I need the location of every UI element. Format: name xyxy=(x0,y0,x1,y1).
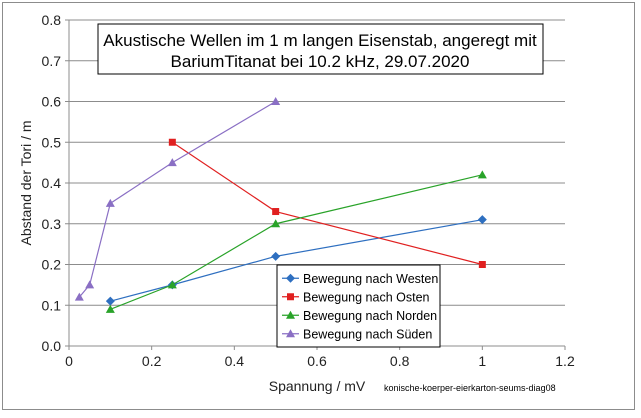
data-point-north xyxy=(477,170,487,179)
data-point-west xyxy=(271,251,281,261)
data-point-west xyxy=(477,215,487,225)
y-tick-label: 0.4 xyxy=(42,175,62,191)
legend-label: Bewegung nach Norden xyxy=(303,309,437,323)
watermark-label: konische-koerper-eierkarton-seums-diag08 xyxy=(384,383,556,393)
y-tick-label: 0.6 xyxy=(42,94,62,110)
series-line-south xyxy=(78,100,276,298)
x-tick-label: 0 xyxy=(65,353,73,369)
chart-title-box: Akustische Wellen im 1 m langen Eisensta… xyxy=(97,23,544,75)
legend-box xyxy=(276,264,441,348)
series-north xyxy=(105,170,487,313)
y-tick-label: 0.2 xyxy=(42,257,62,273)
x-tick-label: 0.6 xyxy=(307,353,327,369)
legend-item-north: Bewegung nach Norden xyxy=(282,309,437,323)
legend-marker xyxy=(286,310,295,319)
series-line-east xyxy=(171,141,483,266)
data-point-south xyxy=(167,158,177,167)
legend-item-east: Bewegung nach Osten xyxy=(282,290,430,304)
data-point-north xyxy=(271,219,281,228)
legend-marker xyxy=(286,273,295,283)
y-tick-label: 0.7 xyxy=(42,53,62,69)
legend-marker xyxy=(287,293,294,301)
data-point-east xyxy=(478,261,486,268)
data-point-south xyxy=(271,97,281,105)
x-tick-label: 1.2 xyxy=(555,353,575,369)
series-south xyxy=(74,97,281,301)
data-point-east xyxy=(168,138,176,146)
x-tick-label: 1 xyxy=(478,353,486,369)
legend-marker xyxy=(286,329,295,338)
y-tick-label: 0.3 xyxy=(42,216,62,232)
data-point-north xyxy=(105,304,115,313)
y-tick-label: 0.0 xyxy=(42,338,62,354)
y-tick-label: 0.5 xyxy=(42,134,62,150)
data-point-west xyxy=(105,296,115,306)
data-point-south xyxy=(85,280,95,289)
legend-label: Bewegung nach Süden xyxy=(303,327,432,341)
data-point-north xyxy=(167,280,177,289)
data-point-east xyxy=(272,208,280,216)
data-point-south xyxy=(74,292,84,301)
y-axis-title: Abstand der Tori / m xyxy=(18,120,34,245)
x-axis-title: Spannung / mV xyxy=(269,378,366,394)
x-tick-label: 0.2 xyxy=(142,353,162,369)
series-layer xyxy=(74,97,487,313)
y-tick-label: 0.8 xyxy=(42,12,62,28)
legend-label: Bewegung nach Osten xyxy=(303,290,430,304)
chart-title-line2: BariumTitanat bei 10.2 kHz, 29.07.2020 xyxy=(171,52,470,71)
chart-title-line1: Akustische Wellen im 1 m langen Eisensta… xyxy=(103,31,537,50)
y-tick-label: 0.1 xyxy=(42,297,62,313)
data-point-south xyxy=(105,198,115,207)
legend-label: Bewegung nach Westen xyxy=(303,272,438,286)
axes: 0.0 0.1 0.2 0.3 0.4 0.5 0.6 0.7 0.8 0 0.2 0.4 0.6 0.8… xyxy=(42,12,575,369)
series-line-north xyxy=(110,174,483,310)
legend: Bewegung nach Westen Bewegung nach Osten B… xyxy=(276,264,441,348)
legend-item-west: Bewegung nach Westen xyxy=(282,272,438,286)
series-east xyxy=(168,138,486,268)
x-tick-label: 0.8 xyxy=(390,353,410,369)
legend-item-south: Bewegung nach Süden xyxy=(282,327,432,341)
x-tick-label: 0.4 xyxy=(225,353,245,369)
